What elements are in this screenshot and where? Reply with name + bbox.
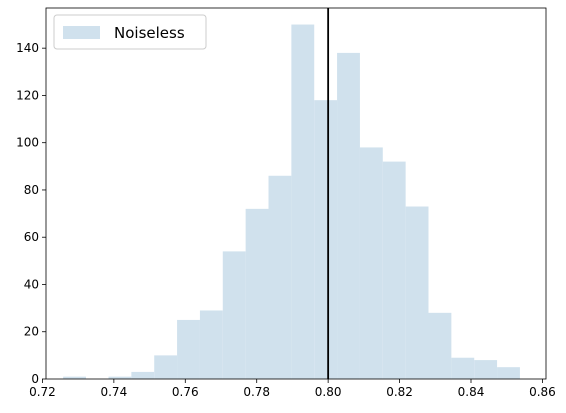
y-tick-label: 80: [24, 183, 39, 197]
legend-box: [53, 14, 207, 50]
histogram-bar: [222, 251, 246, 379]
histogram-bar: [154, 355, 178, 379]
x-tick-label: 0.76: [172, 385, 199, 399]
y-tick-label: 40: [24, 277, 39, 291]
y-tick-label: 0: [31, 372, 39, 386]
histogram-bar: [474, 360, 498, 379]
histogram-bars: [63, 24, 520, 379]
legend-label-noiseless: Noiseless: [114, 24, 185, 42]
x-tick-label: 0.74: [100, 385, 127, 399]
y-tick-label: 120: [16, 88, 39, 102]
legend-swatch-noiseless: [63, 26, 100, 39]
histogram-bar: [199, 310, 223, 379]
histogram-bar: [497, 367, 520, 379]
y-tick-label: 100: [16, 136, 39, 150]
histogram-bar: [245, 208, 269, 379]
x-tick-label: 0.80: [315, 385, 342, 399]
x-tick-label: 0.72: [29, 385, 56, 399]
x-tick-label: 0.84: [458, 385, 485, 399]
histogram-bar: [359, 147, 383, 379]
histogram-bar: [337, 52, 360, 379]
y-tick-label: 60: [24, 230, 39, 244]
histogram-bar: [451, 357, 475, 379]
x-tick-label: 0.78: [243, 385, 270, 399]
histogram-bar: [63, 376, 86, 379]
axes-frame: [45, 7, 547, 380]
histogram-bar: [131, 371, 155, 379]
x-tick-label: 0.82: [386, 385, 413, 399]
histogram-bar: [428, 312, 452, 379]
y-tick-label: 20: [24, 325, 39, 339]
histogram-bar: [291, 24, 315, 379]
y-axis-ticks: 0 20 40 60 80 100 120 140: [16, 41, 46, 386]
histogram-bar: [108, 376, 132, 379]
y-tick-label: 140: [16, 41, 39, 55]
x-axis-ticks: 0.72 0.74 0.76 0.78 0.80 0.82 0.84 0.86: [29, 379, 556, 399]
histogram-bar: [405, 206, 429, 379]
histogram-bar: [314, 100, 338, 379]
histogram-bar: [268, 175, 292, 379]
histogram-bar: [382, 161, 406, 379]
legend: Noiseless: [53, 14, 207, 50]
x-tick-label: 0.86: [529, 385, 556, 399]
histogram-bar: [177, 319, 200, 379]
